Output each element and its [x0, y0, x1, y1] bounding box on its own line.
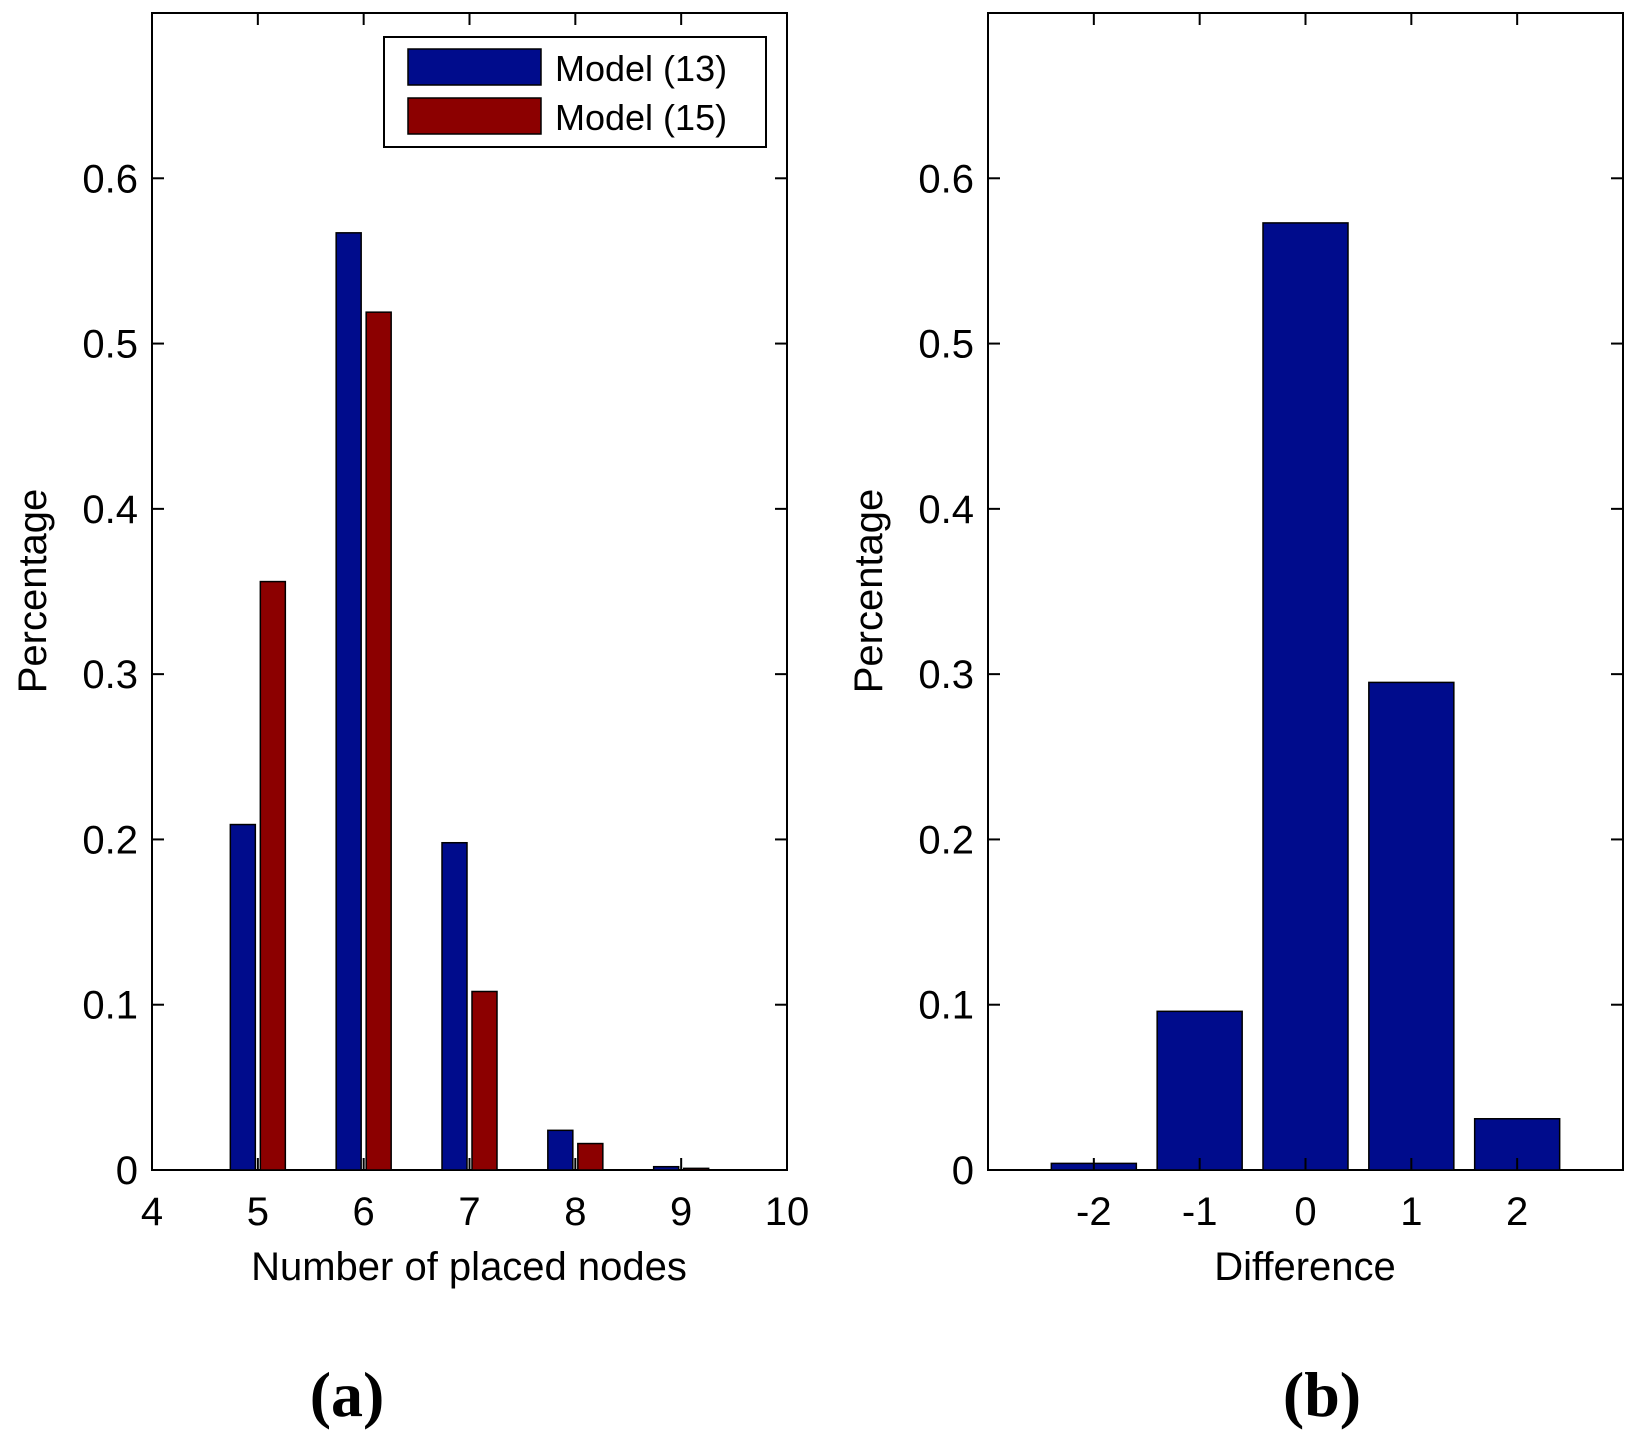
legend-entry-model-13: Model (13)	[555, 48, 727, 89]
bar-difference-0	[1262, 222, 1349, 1171]
y-tick-label: 0	[952, 1149, 974, 1193]
y-tick-label: 0.1	[918, 984, 974, 1028]
bar-difference-1	[1368, 681, 1455, 1171]
panel-label-b: (b)	[1283, 1359, 1361, 1430]
bar-model-15-8	[577, 1142, 604, 1171]
bar-model-13-9	[652, 1165, 680, 1171]
legend-swatch-model-13	[407, 48, 542, 86]
bar-model-15-6	[365, 311, 392, 1171]
x-tick-label: -1	[1182, 1190, 1218, 1234]
chart-a-x-axis: 4 5 6 7 8 9 10	[141, 13, 809, 1234]
y-tick-label: 0.2	[82, 818, 138, 862]
legend-swatch-model-15	[407, 97, 542, 135]
x-tick-label: 1	[1400, 1190, 1422, 1234]
panel-label-a: (a)	[310, 1359, 385, 1430]
chart-a-x-label: Number of placed nodes	[251, 1245, 687, 1289]
bar-model-13-7	[441, 841, 468, 1171]
chart-b-x-axis: -2 -1 0 1 2	[1076, 13, 1528, 1234]
chart-b-x-label: Difference	[1214, 1245, 1396, 1289]
x-tick-label: 8	[564, 1190, 586, 1234]
x-tick-label: 7	[458, 1190, 480, 1234]
x-tick-label: 5	[247, 1190, 269, 1234]
y-tick-label: 0	[116, 1149, 138, 1193]
x-tick-label: 0	[1294, 1190, 1316, 1234]
y-tick-label: 0.1	[82, 984, 138, 1028]
x-tick-label: 6	[353, 1190, 375, 1234]
x-tick-label: 10	[765, 1190, 810, 1234]
chart-b-y-label: Percentage	[847, 489, 891, 694]
bar-model-15-9	[682, 1167, 710, 1171]
bar-model-13-6	[335, 232, 362, 1171]
chart-a: 4 5 6 7 8 9 10 0 0.1 0.2 0.3 0.4 0.5 0.6 Number of p…	[11, 12, 809, 1430]
chart-b-bars	[1050, 222, 1561, 1171]
y-tick-label: 0.5	[82, 323, 138, 367]
chart-a-bars	[229, 232, 710, 1171]
x-tick-label: 2	[1506, 1190, 1528, 1234]
chart-a-legend: Model (13) Model (15)	[383, 36, 767, 148]
chart-a-y-label: Percentage	[11, 489, 55, 694]
y-tick-label: 0.6	[82, 157, 138, 201]
bar-difference-neg1	[1156, 1010, 1243, 1171]
x-tick-label: 9	[670, 1190, 692, 1234]
legend-entry-model-15: Model (15)	[555, 97, 727, 138]
chart-b: -2 -1 0 1 2 0 0.1 0.2 0.3 0.4 0.5 0.6 Difference P…	[847, 12, 1624, 1430]
y-tick-label: 0.4	[918, 488, 974, 532]
bar-model-15-5	[259, 580, 287, 1171]
bar-model-15-7	[471, 990, 498, 1171]
bar-model-13-8	[547, 1129, 574, 1171]
y-tick-label: 0.2	[918, 818, 974, 862]
y-tick-label: 0.3	[82, 653, 138, 697]
y-tick-label: 0.4	[82, 488, 138, 532]
y-tick-label: 0.3	[918, 653, 974, 697]
x-tick-label: 4	[141, 1190, 163, 1234]
chart-b-y-axis: 0 0.1 0.2 0.3 0.4 0.5 0.6	[918, 157, 1623, 1193]
bar-model-13-5	[229, 823, 257, 1171]
chart-a-y-axis: 0 0.1 0.2 0.3 0.4 0.5 0.6	[82, 157, 787, 1193]
x-tick-label: -2	[1076, 1190, 1112, 1234]
y-tick-label: 0.5	[918, 323, 974, 367]
chart-a-plot-area	[151, 12, 788, 1171]
y-tick-label: 0.6	[918, 157, 974, 201]
